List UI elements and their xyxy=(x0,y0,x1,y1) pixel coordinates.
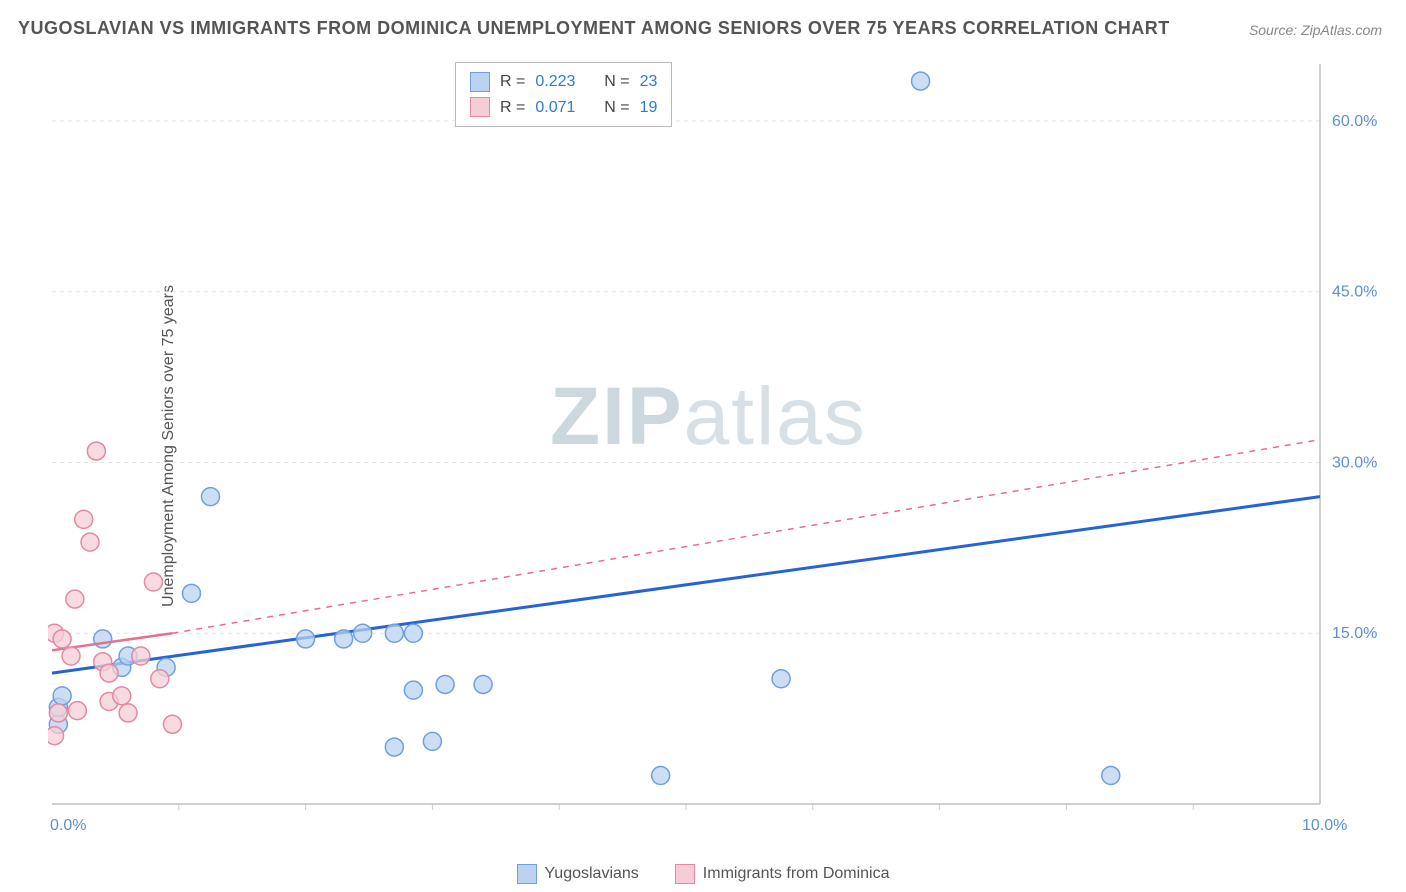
svg-text:15.0%: 15.0% xyxy=(1332,625,1377,642)
chart-title: YUGOSLAVIAN VS IMMIGRANTS FROM DOMINICA … xyxy=(18,18,1170,39)
legend-item: Yugoslavians xyxy=(517,864,639,884)
r-label: R = xyxy=(500,69,525,95)
chart-container: { "title": "YUGOSLAVIAN VS IMMIGRANTS FR… xyxy=(0,0,1406,892)
n-value: 23 xyxy=(640,69,658,95)
legend-label: Immigrants from Dominica xyxy=(703,865,890,883)
r-value: 0.071 xyxy=(535,95,575,121)
stats-row: R = 0.223 N = 23 xyxy=(470,69,657,95)
n-label: N = xyxy=(604,95,629,121)
scatter-plot: 15.0% 30.0% 45.0% 60.0% 0.0% 10.0% xyxy=(48,50,1388,840)
svg-text:10.0%: 10.0% xyxy=(1302,817,1347,834)
r-value: 0.223 xyxy=(535,69,575,95)
stats-row: R = 0.071 N = 19 xyxy=(470,95,657,121)
svg-text:45.0%: 45.0% xyxy=(1332,284,1377,301)
svg-text:0.0%: 0.0% xyxy=(50,817,86,834)
stats-box: R = 0.223 N = 23 R = 0.071 N = 19 xyxy=(455,62,672,127)
swatch-icon xyxy=(470,97,490,117)
source-label: Source: ZipAtlas.com xyxy=(1249,22,1382,38)
r-label: R = xyxy=(500,95,525,121)
swatch-icon xyxy=(470,72,490,92)
legend-item: Immigrants from Dominica xyxy=(675,864,890,884)
legend: Yugoslavians Immigrants from Dominica xyxy=(0,864,1406,884)
swatch-icon xyxy=(675,864,695,884)
swatch-icon xyxy=(517,864,537,884)
legend-label: Yugoslavians xyxy=(545,865,639,883)
n-value: 19 xyxy=(640,95,658,121)
svg-text:30.0%: 30.0% xyxy=(1332,454,1377,471)
svg-text:60.0%: 60.0% xyxy=(1332,113,1377,130)
n-label: N = xyxy=(604,69,629,95)
